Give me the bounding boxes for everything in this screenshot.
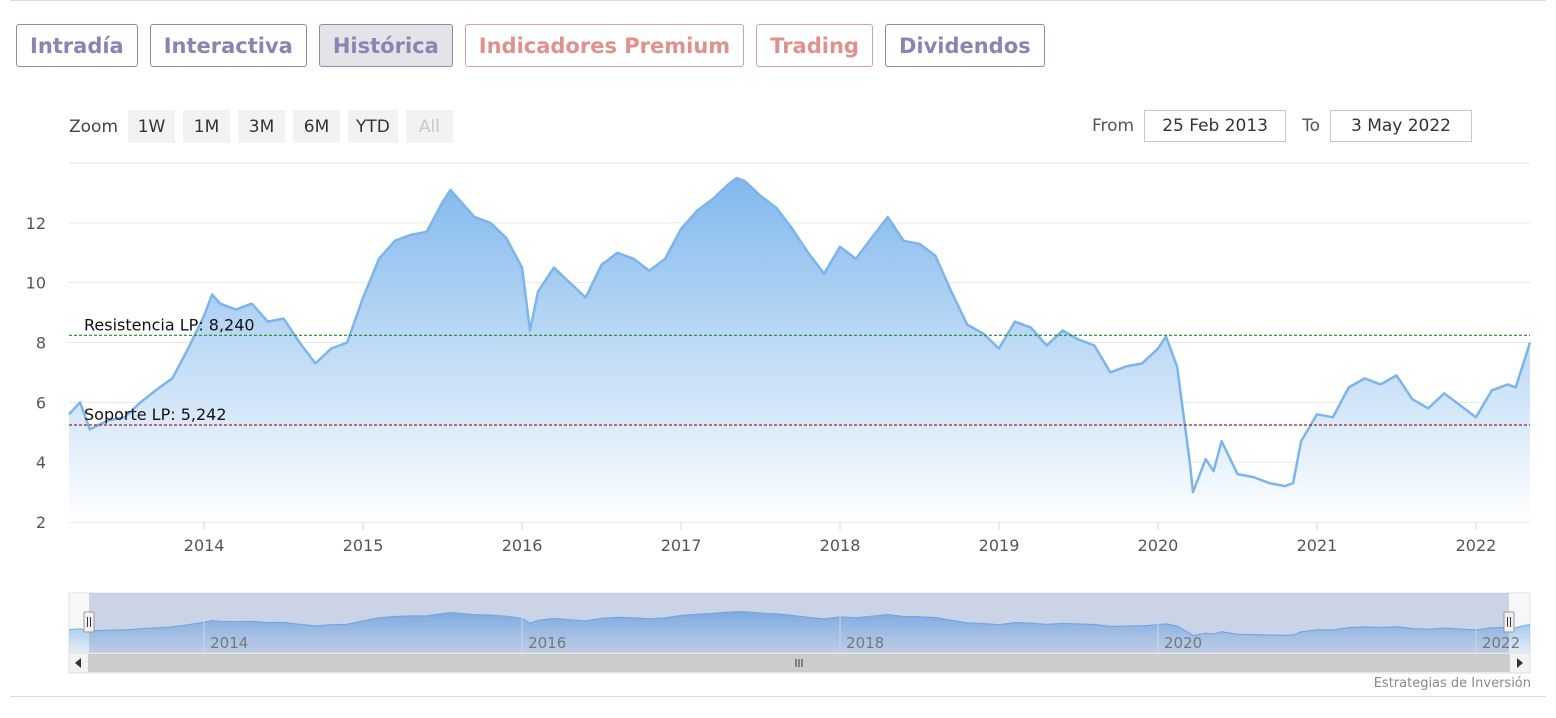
navigator-left-handle[interactable] [83, 611, 95, 633]
tab-intrad-a[interactable]: Intradía [16, 24, 138, 67]
to-label: To [1302, 116, 1320, 136]
zoom-3m-button[interactable]: 3M [238, 110, 286, 143]
to-date-input[interactable]: 3 May 2022 [1330, 110, 1472, 142]
credits: Estrategias de Inversión [1373, 676, 1531, 691]
x-tick-label: 2021 [1297, 536, 1338, 555]
zoom-selector: Zoom 1W 1M 3M 6M YTD All [69, 110, 453, 143]
navigator-tick-label: 2014 [210, 634, 248, 652]
tab-indicadores-premium[interactable]: Indicadores Premium [464, 24, 745, 67]
navigator-right-handle[interactable] [1503, 611, 1515, 633]
navigator-tick-label: 2022 [1482, 634, 1520, 652]
zoom-1w-button[interactable]: 1W [128, 110, 176, 143]
navigator-tick-label: 2020 [1164, 634, 1202, 652]
x-tick-label: 2016 [502, 536, 543, 555]
zoom-ytd-button[interactable]: YTD [348, 110, 398, 143]
x-tick-label: 2014 [184, 536, 225, 555]
navigator-tick-label: 2016 [528, 634, 566, 652]
chart-tabs: Intradía Interactiva Histórica Indicadores … [16, 24, 1045, 67]
navigator-line [68, 610, 1531, 637]
x-tick-label: 2017 [661, 536, 702, 555]
support-label: Soporte LP: 5,242 [84, 405, 227, 424]
tab-dividendos[interactable]: Dividendos [884, 24, 1045, 67]
y-tick-label: 12 [26, 214, 46, 233]
y-tick-label: 2 [36, 513, 46, 532]
navigator-mask [89, 593, 1509, 653]
navigator-area [69, 611, 1530, 653]
y-tick-label: 4 [36, 453, 46, 472]
scroll-left-icon[interactable] [75, 658, 81, 668]
navigator-tick-label: 2018 [846, 634, 884, 652]
scroll-right-icon[interactable] [1517, 658, 1523, 668]
zoom-1m-button[interactable]: 1M [183, 110, 231, 143]
top-rule [10, 0, 1546, 1]
zoom-buttons: 1W 1M 3M 6M YTD All [128, 110, 453, 143]
tab-interactiva[interactable]: Interactiva [149, 24, 307, 67]
tab-trading[interactable]: Trading [756, 24, 873, 67]
tab-hist-rica[interactable]: Histórica [318, 24, 453, 67]
x-tick-label: 2019 [979, 536, 1020, 555]
x-tick-label: 2020 [1138, 536, 1179, 555]
bottom-rule [10, 696, 1546, 697]
series-area [69, 178, 1530, 522]
y-tick-label: 6 [36, 393, 46, 412]
resistance-label: Resistencia LP: 8,240 [84, 315, 255, 334]
x-tick-label: 2015 [343, 536, 384, 555]
date-range: From 25 Feb 2013 To 3 May 2022 [1092, 110, 1472, 142]
from-label: From [1091, 116, 1135, 136]
zoom-6m-button[interactable]: 6M [293, 110, 341, 143]
x-tick-label: 2022 [1456, 536, 1497, 555]
zoom-label: Zoom [69, 116, 119, 137]
y-tick-label: 10 [26, 274, 46, 293]
y-tick-label: 8 [36, 334, 46, 353]
x-tick-label: 2018 [820, 536, 861, 555]
series-line [68, 176, 1532, 494]
from-date-input[interactable]: 25 Feb 2013 [1144, 110, 1287, 142]
zoom-all-button[interactable]: All [405, 110, 453, 143]
